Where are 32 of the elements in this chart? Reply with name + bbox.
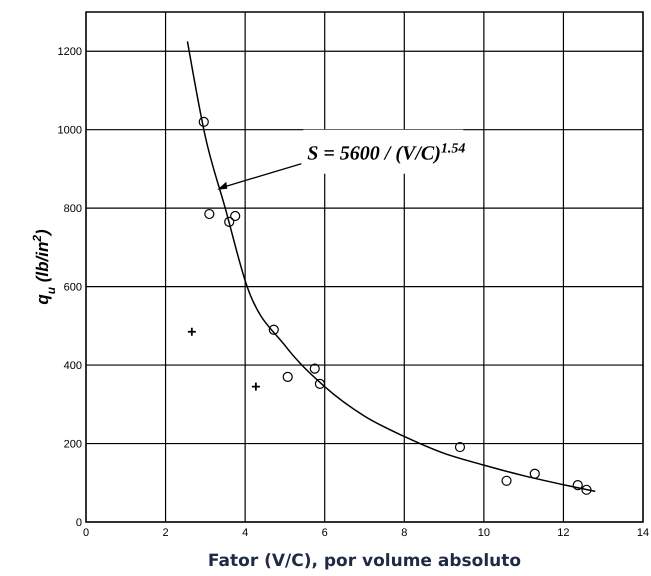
x-tick-label: 10 — [478, 527, 490, 539]
point — [268, 324, 279, 335]
y-tick-label: 600 — [64, 282, 82, 294]
x-tick-label: 2 — [162, 527, 169, 539]
x-axis-title: Fator (V/C), por volume absoluto — [208, 551, 522, 571]
y-tick-label: 800 — [64, 203, 82, 216]
y-tick-label: 1000 — [58, 124, 82, 137]
point — [310, 364, 320, 374]
x-tick-label: 12 — [557, 527, 570, 539]
x-tick-label: 6 — [322, 527, 328, 539]
annotation: S = 5600 / (V/C)$^{1.54}$ — [307, 141, 466, 165]
point — [572, 480, 583, 490]
x-tick-label: 0 — [82, 527, 90, 539]
point — [224, 216, 234, 227]
point — [501, 476, 512, 486]
point — [581, 484, 592, 495]
x-tick-label: 14 — [636, 527, 650, 539]
y-tick-label: 400 — [64, 360, 82, 372]
point — [250, 382, 261, 392]
point — [230, 210, 240, 222]
point — [186, 326, 197, 337]
point — [454, 442, 466, 452]
y-tick-label: 200 — [64, 438, 82, 451]
point — [282, 372, 293, 382]
x-tick-label: 4 — [242, 527, 248, 539]
point — [198, 116, 209, 127]
point — [530, 468, 540, 479]
y-tick-label: 0 — [76, 517, 82, 529]
x-tick-label: 8 — [401, 527, 408, 539]
point — [314, 378, 326, 390]
point — [204, 208, 214, 220]
y-tick-label: 1200 — [58, 46, 82, 58]
